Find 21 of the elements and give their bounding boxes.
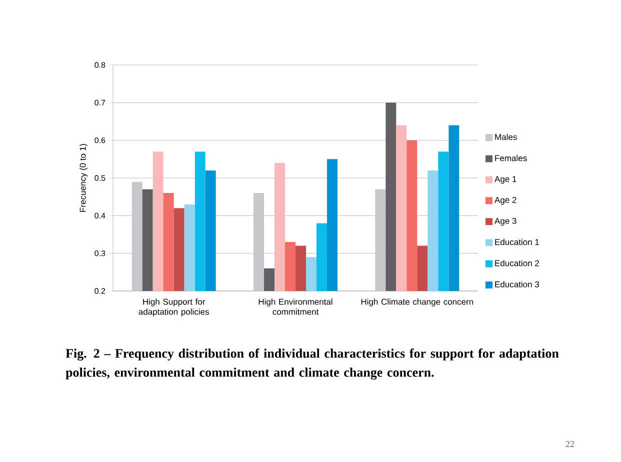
- y-tick-label: 0.3: [94, 250, 106, 256]
- y-tick-label: 0.2: [94, 288, 106, 294]
- y-tick-label: 0.5: [94, 175, 106, 181]
- legend-label: Education 1: [495, 238, 539, 246]
- caption: Fig. 2 – Frequency distribution of individual characteristics for support for adaptation policies, environmental commitment and climate change concern.: [66, 348, 559, 380]
- x-tick-label: High Climate change concern: [361, 298, 474, 306]
- legend-label: Education 2: [495, 260, 539, 266]
- legend-label: Males: [495, 134, 517, 140]
- y-tick-label: 0.4: [94, 212, 106, 218]
- legend-label: Education 3: [495, 281, 540, 288]
- x-tick-label: High Environmental commitment: [258, 298, 332, 315]
- y-tick-label: 0.7: [94, 100, 106, 106]
- legend-label: Age 3: [494, 218, 516, 226]
- legend-label: Age 2: [494, 196, 516, 205]
- y-tick-label: 0.8: [94, 62, 106, 68]
- text: 22: [566, 441, 574, 447]
- y-axis-title: Frecuency (0 to 1): [80, 144, 88, 212]
- legend-label: Females: [495, 154, 527, 162]
- y-tick-label: 0.6: [94, 137, 106, 144]
- legend-label: Age 1: [494, 176, 516, 184]
- x-tick-label: High Support for adaptation policies: [138, 298, 209, 316]
